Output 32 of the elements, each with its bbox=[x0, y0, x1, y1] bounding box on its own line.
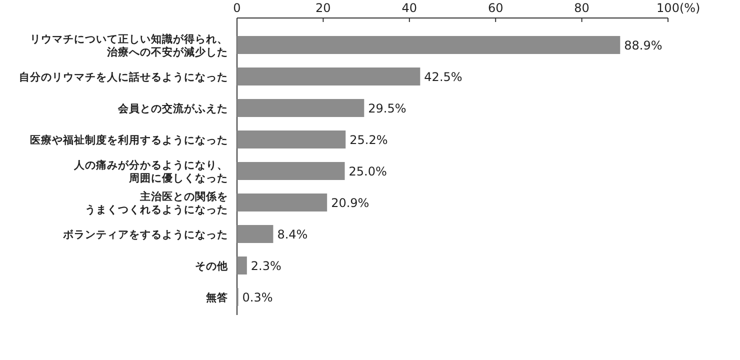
data-label: 2.3% bbox=[250, 259, 282, 273]
y-tick-label: 無答 bbox=[205, 291, 228, 304]
data-label: 25.2% bbox=[350, 133, 388, 147]
bar bbox=[237, 256, 247, 274]
data-label: 88.9% bbox=[624, 38, 662, 52]
data-label: 0.3% bbox=[242, 290, 273, 304]
bar bbox=[237, 225, 274, 243]
bar bbox=[237, 162, 345, 180]
y-tick-label: 自分のリウマチを人に話せるようになった bbox=[19, 70, 228, 84]
bar bbox=[237, 68, 420, 86]
y-tick-label: その他 bbox=[195, 260, 229, 272]
x-tick-label: 20 bbox=[316, 1, 331, 15]
y-tick-label: リウマチについて正しい知識が得られ、治療への不安が減少した bbox=[30, 32, 228, 58]
data-label: 20.9% bbox=[331, 196, 370, 210]
x-tick-label: 100(%) bbox=[656, 1, 700, 15]
bar bbox=[237, 130, 346, 148]
y-tick-label: 医療や福祉制度を利用するようになった bbox=[30, 134, 228, 146]
y-tick-label: 人の痛みが分かるようになり、周囲に優しくなった bbox=[73, 158, 228, 184]
x-tick-label: 60 bbox=[488, 1, 504, 15]
bar bbox=[237, 36, 620, 54]
bar bbox=[237, 194, 328, 212]
data-label: 8.4% bbox=[277, 228, 308, 242]
bar bbox=[237, 99, 364, 117]
data-label: 42.5% bbox=[424, 70, 462, 84]
data-label: 29.5% bbox=[368, 102, 406, 116]
x-tick-label: 80 bbox=[574, 1, 590, 15]
x-tick-label: 40 bbox=[402, 1, 418, 15]
y-tick-label: ボランティアをするようになった bbox=[62, 229, 228, 241]
x-tick-label: 0 bbox=[233, 1, 241, 15]
data-label: 25.0% bbox=[348, 164, 387, 178]
y-tick-label: 会員との交流がふえた bbox=[117, 102, 228, 115]
y-tick-label: 主治医との関係をうまくつくれるようになった bbox=[85, 190, 228, 216]
